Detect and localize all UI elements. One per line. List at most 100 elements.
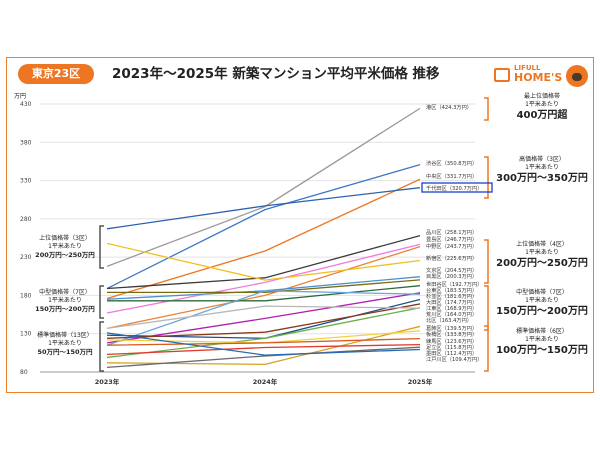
bracket <box>99 225 104 269</box>
data-label-足立区: 足立区（115.8万円） <box>426 343 477 351</box>
group-range: 400万円超 <box>516 110 568 121</box>
data-label-葛飾区: 葛飾区（139.5万円） <box>426 324 477 332</box>
group-range: 300万円～350万円 <box>496 173 588 184</box>
series-line-新宿区 <box>106 242 421 281</box>
y-tick-label: 330 <box>20 178 32 185</box>
x-tick-label: 2024年 <box>253 377 278 386</box>
group-title: 上位価格帯（3区） <box>39 235 91 242</box>
data-label-品川区: 品川区（258.1万円） <box>426 229 477 236</box>
group-subtitle: 1平米あたり <box>525 297 559 304</box>
bracket <box>484 156 489 199</box>
group-subtitle: 1平米あたり <box>525 336 559 343</box>
data-label-豊島区: 豊島区（246.7万円） <box>426 235 477 243</box>
group-subtitle: 1平米あたり <box>48 340 82 347</box>
group-range: 150万円～200万円 <box>496 306 588 317</box>
series-line-江戸川区 <box>106 332 421 356</box>
region-pill: 東京23区 <box>18 64 94 84</box>
group-range: 200万円～250万円 <box>496 258 588 269</box>
data-label-練馬区: 練馬区（123.6万円） <box>426 337 477 345</box>
bracket <box>484 239 489 284</box>
right-group-standard: 標準価格帯（6区） 1平米あたり 100万円～150万円 <box>487 328 597 357</box>
series-line-墨田区 <box>106 346 421 369</box>
series-line-世田谷区 <box>107 285 421 302</box>
y-tick-label: 80 <box>20 369 28 376</box>
data-label-北区: 北区（163.4万円） <box>426 316 472 324</box>
group-title: 標準価格帯（6区） <box>516 328 568 335</box>
series-line-渋谷区 <box>106 164 421 290</box>
y-tick-label: 180 <box>20 292 32 299</box>
data-label-港区: 港区（424.3万円） <box>426 103 472 111</box>
chart-title: 2023年～2025年 新築マンション平均平米価格 推移 <box>112 66 440 82</box>
logo-small-text: LIFULL <box>514 64 541 72</box>
group-title: 標準価格帯（13区） <box>37 332 93 339</box>
group-range: 50万円～150万円 <box>37 348 93 356</box>
group-subtitle: 1平米あたり <box>525 164 559 171</box>
right-group-upper: 上位価格帯（4区） 1平米あたり 200万円～250万円 <box>487 241 597 270</box>
series-line-江東区 <box>106 303 421 339</box>
lifull-homes-logo: LIFULL HOME'S <box>494 65 562 84</box>
data-label-荒川区: 荒川区（164.0万円） <box>426 310 477 318</box>
home-icon <box>494 67 510 82</box>
series-line-品川区 <box>106 234 421 290</box>
y-tick-label: 380 <box>20 139 32 146</box>
series-line-足立区 <box>106 343 421 356</box>
series-line-中央区 <box>106 178 421 300</box>
series-line-練馬区 <box>106 337 421 346</box>
group-title: 中型価格帯（7区） <box>39 289 91 296</box>
group-title: 上位価格帯（4区） <box>516 241 568 248</box>
series-line-中野区 <box>106 246 421 329</box>
left-group-upper: 上位価格帯（3区） 1平米あたり 200万円～250万円 <box>20 235 110 260</box>
x-tick-label: 2023年 <box>95 377 120 386</box>
group-range: 200万円～250万円 <box>35 251 95 259</box>
data-label-千代田区: 千代田区（320.7万円） <box>426 184 482 192</box>
data-label-江戸川区: 江戸川区（109.4万円） <box>426 356 482 363</box>
series-line-杉並区 <box>106 290 421 346</box>
series-line-北区 <box>106 305 421 329</box>
y-tick-label: 130 <box>20 331 32 338</box>
chart-frame <box>6 57 594 393</box>
x-tick-label: 2025年 <box>408 377 433 386</box>
bracket <box>484 97 489 121</box>
y-tick-label: 230 <box>20 254 32 261</box>
group-subtitle: 1平米あたり <box>48 243 82 250</box>
data-label-文京区: 文京区（204.5万円） <box>426 266 477 274</box>
data-label-杉並区: 杉並区（181.6万円） <box>426 292 477 300</box>
series-line-千代田区 <box>106 187 421 230</box>
group-subtitle: 1平米あたり <box>525 101 559 108</box>
data-label-中野区: 中野区（243.7万円） <box>426 242 477 250</box>
data-label-中央区: 中央区（331.7万円） <box>426 172 477 180</box>
left-group-mid: 中型価格帯（7区） 1平米あたり 150万円～200万円 <box>20 289 110 314</box>
data-label-墨田区: 墨田区（112.4万円） <box>426 350 477 357</box>
group-subtitle: 1平米あたり <box>525 249 559 256</box>
highlight-box <box>421 182 493 193</box>
right-group-top: 最上位価格帯 1平米あたり 400万円超 <box>487 93 597 122</box>
y-tick-label: 430 <box>20 101 32 108</box>
logo-big-text: HOME'S <box>514 71 563 84</box>
group-range: 100万円～150万円 <box>496 345 588 356</box>
series-line-台東区 <box>106 292 421 344</box>
series-line-目黒区 <box>107 279 421 294</box>
data-label-新宿区: 新宿区（225.6万円） <box>426 254 477 262</box>
mascot-icon <box>566 65 588 87</box>
data-label-大田区: 大田区（174.7万円） <box>426 298 477 306</box>
series-line-荒川区 <box>106 307 421 359</box>
series-line-港区 <box>106 107 421 267</box>
data-label-世田谷区: 世田谷区（192.7万円） <box>426 280 482 288</box>
bracket <box>484 325 489 372</box>
bracket <box>99 321 104 372</box>
group-title: 高価格帯（3区） <box>519 156 565 163</box>
data-label-台東区: 台東区（183.5万円） <box>426 286 477 294</box>
group-subtitle: 1平米あたり <box>48 297 82 304</box>
group-title: 最上位価格帯 <box>523 93 560 100</box>
bracket <box>484 285 489 331</box>
data-label-渋谷区: 渋谷区（350.8万円） <box>426 159 477 167</box>
series-line-豊島区 <box>106 243 421 314</box>
right-group-mid: 中型価格帯（7区） 1平米あたり 150万円～200万円 <box>487 289 597 318</box>
y-tick-label: 280 <box>20 216 32 223</box>
group-title: 中型価格帯（7区） <box>516 289 568 296</box>
left-group-standard: 標準価格帯（13区） 1平米あたり 50万円～150万円 <box>20 332 110 357</box>
right-group-high: 高価格帯（3区） 1平米あたり 300万円～350万円 <box>487 156 597 185</box>
bracket <box>99 285 104 319</box>
data-label-目黒区: 目黒区（200.3万円） <box>426 273 477 280</box>
